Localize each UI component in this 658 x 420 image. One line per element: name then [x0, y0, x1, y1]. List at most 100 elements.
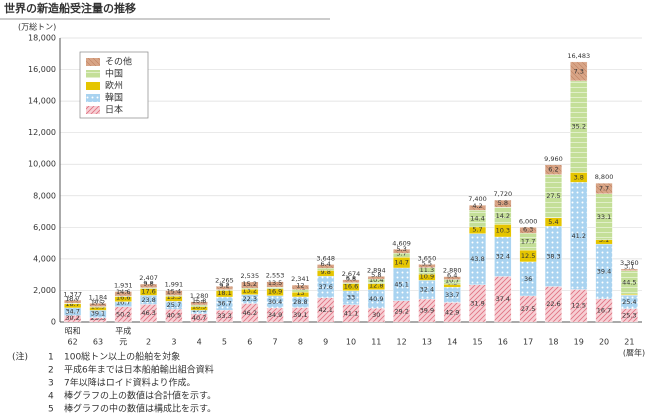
- total-label: 6,000: [519, 217, 538, 225]
- segment-label: 43.8: [470, 255, 484, 263]
- legend-swatch: [86, 82, 100, 90]
- total-label: 1,377: [63, 290, 82, 298]
- segment-label: 38.3: [546, 252, 560, 260]
- bar-segment: [89, 303, 107, 307]
- total-label: 2,341: [291, 275, 310, 283]
- segment-label: 41.1: [344, 309, 358, 317]
- x-tick-label: 20: [599, 338, 609, 347]
- total-label: 8,800: [595, 173, 614, 181]
- note-number: 1: [48, 353, 54, 363]
- bar-segment: [570, 61, 588, 82]
- total-label: 3,650: [418, 254, 437, 262]
- note-number: 5: [48, 405, 54, 415]
- segment-label: 14.2: [496, 212, 510, 220]
- total-label: 2,894: [367, 266, 386, 274]
- segment-label: 10.9: [420, 272, 434, 280]
- segment-label: 10.7: [445, 276, 459, 284]
- segment-label: 27.5: [546, 192, 560, 200]
- segment-label: 17.2: [91, 299, 105, 307]
- x-tick-label: 18: [548, 338, 558, 347]
- segment-label: 16.7: [116, 299, 130, 307]
- segment-label: 22.3: [243, 295, 257, 303]
- segment-label: 28.8: [293, 298, 307, 306]
- y-tick-label: 4,000: [33, 254, 56, 263]
- bar-segment: [165, 290, 183, 296]
- segment-label: 22.6: [546, 300, 560, 308]
- segment-label: 32.4: [496, 253, 510, 261]
- note-text: 7年以降はロイド資料より作成。: [64, 377, 196, 389]
- segment-label: 25.3: [622, 311, 636, 319]
- total-label: 2,553: [266, 272, 285, 280]
- bar-segment: [190, 301, 208, 306]
- x-tick-label: 5: [222, 338, 227, 347]
- segment-label: 34.9: [268, 311, 282, 319]
- segment-label: 45.1: [394, 280, 408, 288]
- bar-segment: [544, 164, 562, 175]
- total-label: 1,991: [165, 281, 184, 289]
- x-tick-label: 16: [498, 338, 508, 347]
- legend-label: 中国: [105, 68, 123, 80]
- total-label: 3,360: [620, 259, 639, 267]
- note-number: 4: [48, 392, 54, 402]
- total-label: 9,960: [544, 155, 563, 163]
- segment-label: 27.5: [521, 305, 535, 313]
- y-tick-label: 2,000: [33, 286, 56, 295]
- segment-label: 6.2: [548, 166, 558, 174]
- bar-segment: [266, 281, 284, 288]
- bar-segment: [342, 279, 360, 283]
- segment-label: 11.3: [420, 266, 434, 274]
- segment-label: 34.7: [65, 307, 79, 315]
- note-text: 100総トン以上の船舶を対象: [64, 351, 180, 363]
- segment-label: 23.8: [141, 296, 155, 304]
- segment-label: 40.7: [192, 314, 206, 322]
- x-tick-label: 63: [93, 338, 103, 347]
- segment-label: 6.4: [321, 260, 331, 268]
- segment-label: 9.8: [143, 280, 153, 288]
- bar-segment: [519, 227, 537, 234]
- segment-label: 3.8: [574, 173, 584, 181]
- segment-label: 3.1: [599, 236, 609, 244]
- bar-segment: [418, 264, 436, 268]
- segment-label: 6.3: [523, 225, 533, 233]
- segment-label: 15.2: [243, 280, 257, 288]
- segment-label: 12.5: [571, 302, 585, 310]
- era-label: 平成: [115, 326, 131, 336]
- bar-segment: [469, 205, 487, 211]
- segment-label: 33.3: [217, 312, 231, 320]
- x-tick-label: 元: [119, 338, 127, 347]
- segment-label: 18.1: [217, 289, 231, 297]
- segment-label: 13.2: [243, 287, 257, 295]
- segment-label: 37.4: [496, 295, 510, 303]
- segment-label: 50.2: [116, 310, 130, 318]
- y-tick-label: 8,000: [33, 191, 56, 200]
- x-tick-label: 10: [346, 338, 356, 347]
- segment-label: 40.9: [369, 295, 383, 303]
- segment-label: 13: [296, 289, 304, 297]
- x-tick-label: 15: [472, 338, 482, 347]
- segment-label: 25.4: [622, 298, 636, 306]
- segment-label: 10.3: [496, 227, 510, 235]
- legend-label: 欧州: [105, 80, 123, 92]
- total-label: 1,184: [89, 293, 108, 301]
- segment-label: 5.3: [396, 245, 406, 253]
- bar-segment: [443, 276, 461, 280]
- segment-label: 13.7: [65, 295, 79, 303]
- x-tick-label: 17: [523, 338, 533, 347]
- total-label: 2,880: [443, 267, 462, 275]
- segment-label: 4.2: [472, 202, 482, 210]
- legend-swatch: [86, 94, 100, 102]
- note-number: 2: [48, 366, 54, 376]
- bar-segment: [64, 299, 82, 304]
- segment-label: 7.3: [574, 67, 584, 75]
- bar-segment: [393, 249, 411, 254]
- segment-label: 37.6: [318, 283, 332, 291]
- segment-label: 29.2: [394, 307, 408, 315]
- legend-swatch: [86, 106, 100, 114]
- segment-label: 33.1: [597, 213, 611, 221]
- total-label: 2,535: [240, 272, 259, 280]
- total-label: 16,483: [567, 52, 590, 60]
- segment-label: 42.1: [318, 306, 332, 314]
- total-label: 3,648: [316, 254, 335, 262]
- x-tick-label: 14: [447, 338, 457, 347]
